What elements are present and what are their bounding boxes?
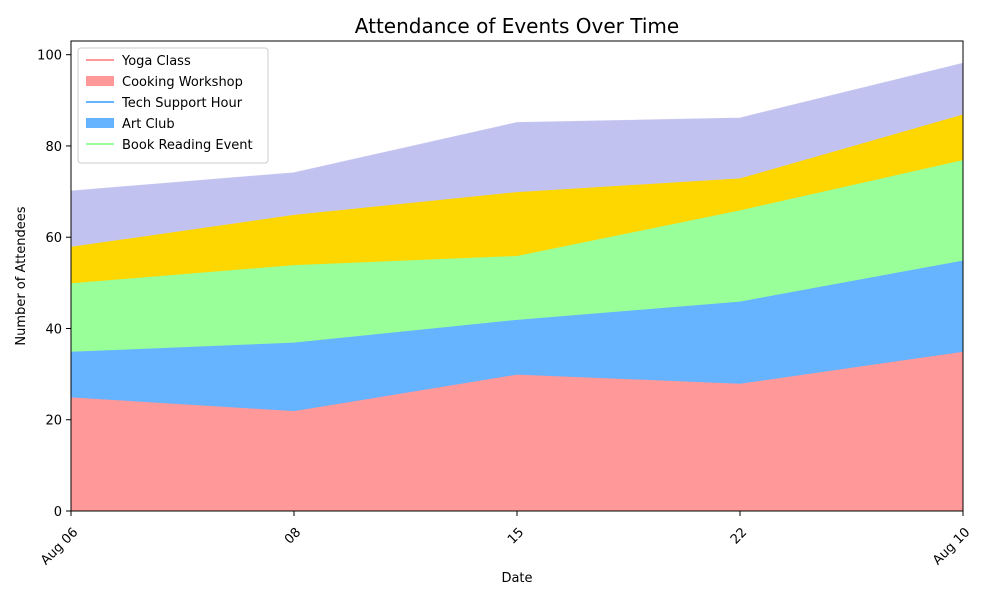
x-tick-label: 22 — [728, 525, 750, 547]
y-tick-label: 80 — [45, 140, 62, 155]
legend-label: Tech Support Hour — [121, 96, 243, 111]
x-tick-label: 08 — [282, 525, 304, 547]
chart-title: Attendance of Events Over Time — [355, 14, 679, 38]
x-tick-label: Aug 10 — [930, 525, 973, 568]
y-tick-label: 60 — [45, 231, 62, 246]
y-tick-label: 100 — [37, 49, 62, 64]
legend: Yoga Class Cooking Workshop Tech Support H… — [77, 47, 269, 164]
legend-swatch — [86, 118, 114, 128]
legend-label: Cooking Workshop — [122, 75, 243, 90]
y-tick-label: 40 — [45, 322, 62, 337]
x-tick-label: Aug 06 — [38, 525, 81, 568]
y-tick-label: 0 — [54, 505, 62, 520]
y-axis-label: Number of Attendees — [14, 206, 29, 345]
legend-label: Yoga Class — [121, 54, 191, 69]
x-axis-label: Date — [501, 571, 532, 586]
x-tick-label: 15 — [505, 525, 527, 547]
legend-label: Art Club — [122, 117, 175, 132]
area-series-edge-6 — [70, 62, 964, 193]
y-tick-label: 20 — [45, 414, 62, 429]
legend-label: Book Reading Event — [122, 138, 253, 153]
legend-swatch — [86, 76, 114, 86]
legend-box — [77, 47, 269, 164]
